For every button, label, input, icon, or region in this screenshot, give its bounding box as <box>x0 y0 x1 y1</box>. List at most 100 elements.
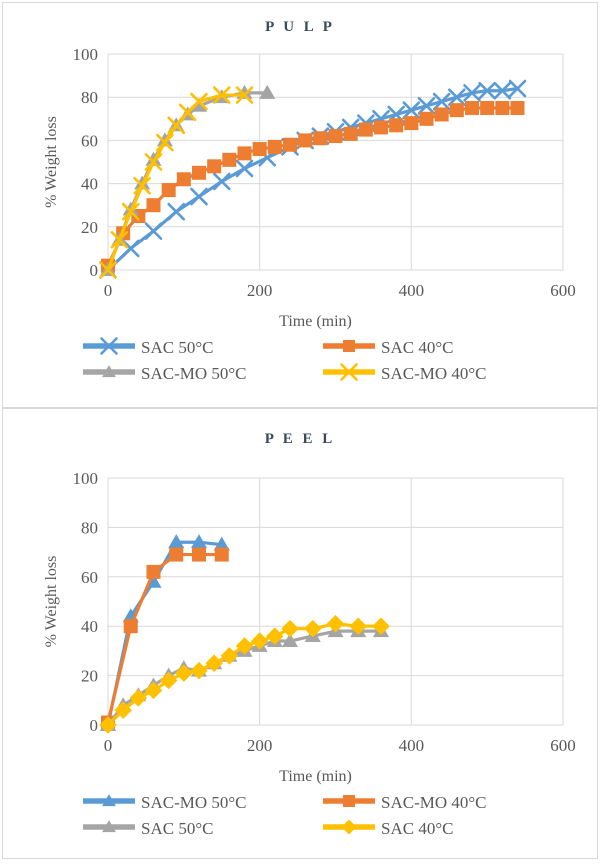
pulp-chart-plot: 0 20 40 60 80 100 0 200 400 600 Time (min) % Weight… <box>43 45 576 383</box>
legend-item-label: SAC-MO 50°C <box>141 364 247 383</box>
data-point-marker <box>190 534 208 549</box>
data-point-marker <box>235 159 254 178</box>
data-point-marker <box>343 340 355 352</box>
x-tick-label: 200 <box>247 736 273 755</box>
data-point-marker <box>510 101 525 115</box>
chart-legend: SAC 50°C SAC 40°C SAC-MO 50°C SAC-MO 40°C <box>83 337 487 383</box>
data-point-marker <box>448 88 466 106</box>
y-axis-title: % Weight loss <box>43 116 60 208</box>
data-point-marker <box>283 137 297 152</box>
pulp-chart-title: P U L P <box>265 19 335 35</box>
data-point-marker <box>434 107 449 122</box>
data-point-marker <box>259 84 276 99</box>
y-tick-label: 100 <box>73 45 99 64</box>
legend-swatch <box>83 365 135 378</box>
peel-chart-title: P E E L <box>264 431 336 447</box>
legend-item[interactable]: SAC 50°C <box>83 819 213 838</box>
x-tick-label: 600 <box>550 281 576 300</box>
data-point-marker <box>449 103 464 118</box>
y-tick-label: 0 <box>90 716 99 735</box>
data-point-marker <box>190 661 208 680</box>
x-axis-title: Time (min) <box>279 313 352 330</box>
x-axis-title: Time (min) <box>279 768 352 785</box>
legend-item-label: SAC-MO 40°C <box>381 793 487 812</box>
data-point-marker <box>176 172 191 187</box>
data-point-marker <box>402 101 421 119</box>
data-point-marker <box>463 84 481 102</box>
legend-item[interactable]: SAC-MO 40°C <box>323 793 487 812</box>
data-point-marker <box>495 101 510 115</box>
data-point-marker <box>417 97 436 115</box>
data-point-marker <box>102 365 116 378</box>
pulp-chart-card: P U L P 0 20 40 60 80 100 0 200 400 600 Time (min)… <box>2 2 598 408</box>
x-tick-label: 400 <box>399 281 425 300</box>
data-point-marker <box>349 617 367 635</box>
legend-item[interactable]: SAC 50°C <box>83 337 213 357</box>
data-point-marker <box>480 101 495 115</box>
peel-chart-card: P E E L 0 20 40 60 80 100 0 200 400 600 Time (min)… <box>2 408 598 859</box>
data-point-marker <box>313 131 328 146</box>
legend-item-label: SAC-MO 40°C <box>381 364 487 383</box>
y-axis-ticks: 0 20 40 60 80 100 <box>73 469 99 735</box>
data-point-marker <box>235 86 254 104</box>
data-point-marker <box>110 230 129 249</box>
data-point-marker <box>358 122 373 137</box>
data-point-marker <box>114 701 132 719</box>
legend-item[interactable]: SAC-MO 40°C <box>323 363 487 383</box>
data-point-marker <box>328 129 343 144</box>
legend-item-label: SAC 50°C <box>141 819 213 838</box>
chart-legend: SAC-MO 50°C SAC-MO 40°C SAC 50°C SAC 40°C <box>83 793 487 838</box>
data-point-marker <box>100 337 118 355</box>
y-tick-label: 40 <box>81 617 98 636</box>
data-point-marker <box>281 619 299 638</box>
y-tick-label: 60 <box>81 568 98 587</box>
series-line <box>106 106 520 268</box>
legend-swatch <box>83 794 135 807</box>
data-point-marker <box>267 139 282 154</box>
x-tick-label: 0 <box>104 281 113 300</box>
legend-swatch <box>83 820 135 833</box>
series-line <box>106 540 224 727</box>
data-point-marker <box>190 92 208 111</box>
data-point-marker <box>252 142 267 157</box>
series-sac-40-c <box>99 614 390 734</box>
data-point-marker <box>144 222 163 240</box>
legend-item[interactable]: SAC-MO 50°C <box>83 364 247 383</box>
data-point-marker <box>465 101 479 115</box>
legend-swatch <box>323 819 375 835</box>
legend-item-label: SAC-MO 50°C <box>141 793 247 812</box>
data-point-marker <box>493 81 512 100</box>
legend-swatch <box>323 363 375 381</box>
data-point-marker <box>156 133 174 152</box>
legend-item[interactable]: SAC 40°C <box>323 819 453 838</box>
data-point-marker <box>220 647 239 665</box>
peel-chart-plot: 0 20 40 60 80 100 0 200 400 600 Time (min) % Weight… <box>43 469 576 838</box>
x-axis-ticks: 0 200 400 600 <box>104 281 576 300</box>
data-point-marker <box>235 637 254 655</box>
y-tick-label: 0 <box>90 261 99 280</box>
data-point-marker <box>478 81 496 100</box>
legend-item[interactable]: SAC-MO 50°C <box>83 793 247 812</box>
legend-item[interactable]: SAC 40°C <box>323 338 453 357</box>
data-point-marker <box>175 664 193 682</box>
legend-swatch <box>323 340 375 352</box>
data-point-marker <box>145 151 162 166</box>
data-point-marker <box>121 202 140 221</box>
data-point-marker <box>432 92 451 111</box>
data-point-marker <box>144 153 163 171</box>
y-axis-ticks: 0 20 40 60 80 100 <box>73 45 99 280</box>
data-point-marker <box>250 632 269 650</box>
y-tick-label: 20 <box>81 218 98 237</box>
series-sac-mo-40-c <box>101 547 229 730</box>
data-point-marker <box>222 152 237 167</box>
y-tick-label: 80 <box>81 518 98 537</box>
legend-swatch <box>323 795 375 807</box>
data-point-marker <box>144 681 163 700</box>
data-point-marker <box>298 133 313 148</box>
legend-item-label: SAC 50°C <box>141 338 213 357</box>
data-point-marker <box>167 202 186 221</box>
data-point-marker <box>419 111 434 126</box>
data-point-marker <box>326 614 345 633</box>
data-point-marker <box>133 176 151 195</box>
